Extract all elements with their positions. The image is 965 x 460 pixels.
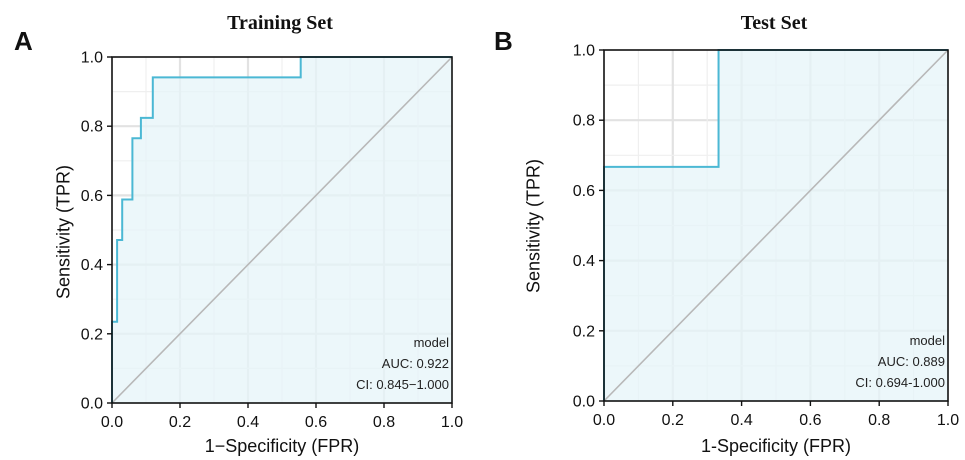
x-tick-label: 0.2: [662, 412, 684, 429]
y-tick-label: 0.6: [81, 188, 103, 205]
y-tick-label: 0.4: [573, 253, 595, 270]
training-set-panel: A Training Set 0.0 0.2 0.4 0.6 0.8 1.0 0.0 0.2 0…: [0, 0, 482, 460]
test-roc-chart: 0.0 0.2 0.4 0.6 0.8 1.0 0.0 0.2 0.4 0.6 0.8 1.0: [573, 43, 959, 430]
diagonal-reference-line-test: [603, 49, 949, 402]
legend-auc-training: AUC: 0.922: [381, 356, 449, 371]
plot-frame-training: [111, 56, 453, 404]
x-tick-label: 1.0: [937, 412, 959, 429]
legend-title-test: model: [909, 333, 945, 348]
x-tick-label: 0.6: [305, 414, 327, 431]
panel-label-b: B: [494, 26, 513, 56]
test-set-panel: B Test Set 0.0 0.2 0.4 0.6 0.8 1.0 0.0 0.2 0.4 0.…: [482, 0, 964, 460]
x-axis-label-test: 1-Specificity (FPR): [700, 436, 852, 456]
panel-label-a: A: [14, 26, 33, 56]
y-tick-label: 1.0: [573, 43, 595, 60]
y-axis-label-training: Sensitivity (TPR): [53, 164, 74, 300]
y-tick-label: 0.6: [573, 183, 595, 200]
y-tick-label: 0.2: [81, 326, 103, 343]
plot-frame-test: [603, 49, 949, 402]
y-tick-label: 0.0: [573, 394, 595, 411]
legend-auc-test: AUC: 0.889: [877, 354, 945, 369]
x-tick-label: 0.8: [373, 414, 395, 431]
chart-title-test: Test Set: [740, 12, 808, 34]
x-tick-label: 0.0: [101, 414, 123, 431]
x-tick-label: 0.4: [237, 414, 259, 431]
x-tick-label: 0.8: [868, 412, 890, 429]
y-tick-label: 0.0: [81, 396, 103, 413]
x-tick-label: 0.4: [730, 412, 752, 429]
y-tick-label: 0.8: [573, 113, 595, 130]
x-tick-label: 1.0: [441, 414, 463, 431]
x-tick-label: 0.2: [169, 414, 191, 431]
legend-ci-test: CI: 0.694-1.000: [855, 375, 945, 390]
roc-curve-training: [111, 56, 452, 403]
x-axis-label-training: 1−Specificity (FPR): [204, 436, 360, 456]
x-tick-label: 0.0: [593, 412, 615, 429]
chart-title-training: Training Set: [227, 12, 333, 34]
y-tick-label: 0.2: [573, 323, 595, 340]
x-tick-label: 0.6: [799, 412, 821, 429]
y-tick-label: 1.0: [81, 50, 103, 67]
y-tick-label: 0.4: [81, 257, 103, 274]
legend-ci-training: CI: 0.845−1.000: [356, 377, 449, 392]
legend-title-training: model: [413, 335, 449, 350]
diagonal-reference-line-training: [111, 56, 453, 404]
y-axis-label-test: Sensitivity (TPR): [523, 158, 544, 294]
y-tick-label: 0.8: [81, 119, 103, 136]
training-roc-chart: 0.0 0.2 0.4 0.6 0.8 1.0 0.0 0.2 0.4 0.6 0.8 1.0: [81, 50, 463, 432]
